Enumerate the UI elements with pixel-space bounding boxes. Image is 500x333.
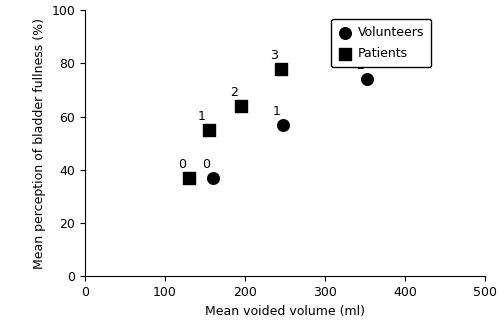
Volunteers bbox=[209, 175, 217, 180]
Text: 3: 3 bbox=[270, 49, 278, 62]
Patients bbox=[185, 175, 193, 180]
Volunteers bbox=[396, 47, 404, 53]
Text: 0: 0 bbox=[202, 158, 210, 171]
Y-axis label: Mean perception of bladder fullness (%): Mean perception of bladder fullness (%) bbox=[33, 18, 46, 269]
Text: 2: 2 bbox=[356, 59, 364, 72]
Text: 2: 2 bbox=[230, 86, 238, 99]
Text: 1: 1 bbox=[198, 110, 206, 123]
Patients bbox=[237, 103, 245, 109]
X-axis label: Mean voided volume (ml): Mean voided volume (ml) bbox=[205, 305, 365, 318]
Text: 3: 3 bbox=[388, 30, 396, 43]
Patients bbox=[205, 127, 213, 133]
Text: 0: 0 bbox=[178, 158, 186, 171]
Patients bbox=[277, 66, 285, 71]
Volunteers bbox=[280, 122, 287, 127]
Text: 1: 1 bbox=[272, 105, 280, 118]
Legend: Volunteers, Patients: Volunteers, Patients bbox=[331, 19, 432, 67]
Volunteers bbox=[362, 77, 370, 82]
